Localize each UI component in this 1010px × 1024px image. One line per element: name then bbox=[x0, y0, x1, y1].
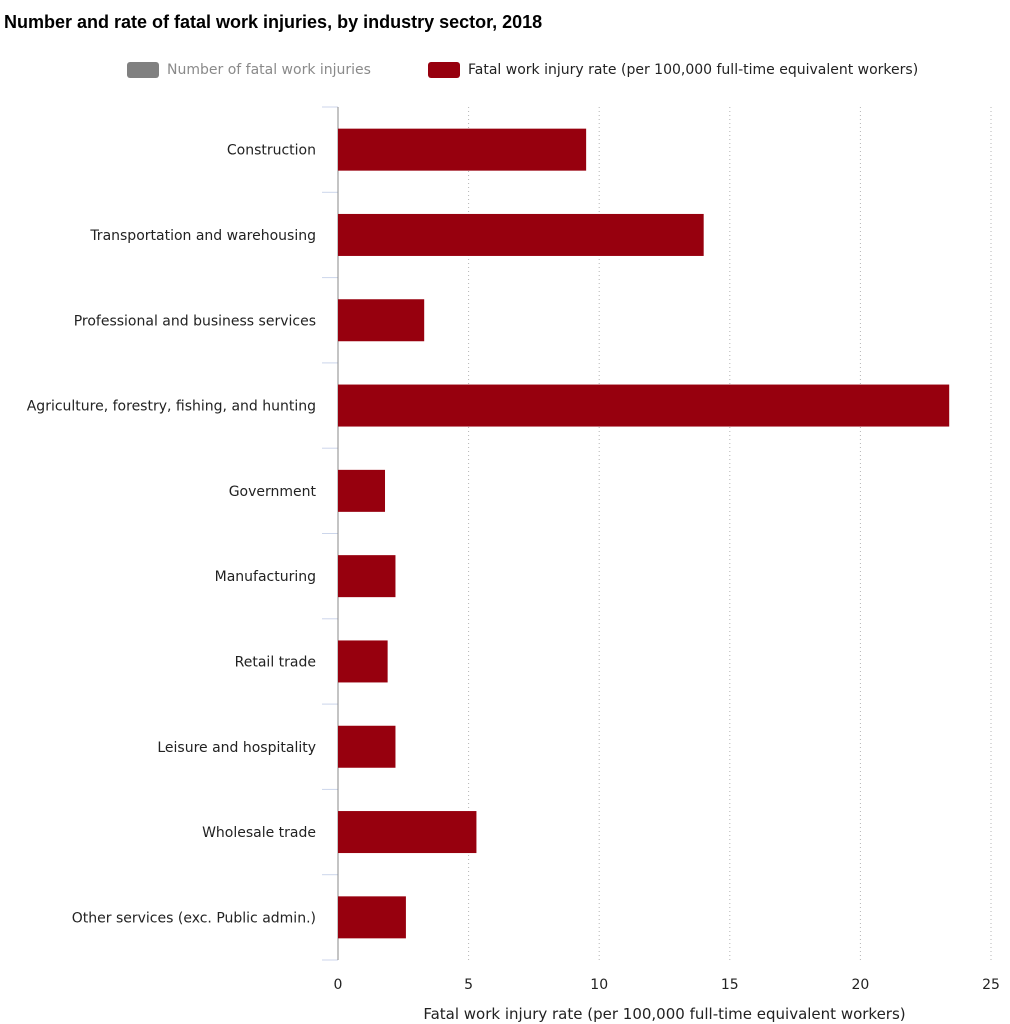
category-label: Other services (exc. Public admin.) bbox=[72, 910, 316, 926]
chart-title: Number and rate of fatal work injuries, … bbox=[4, 12, 543, 32]
bar bbox=[338, 896, 406, 939]
category-label: Manufacturing bbox=[215, 569, 316, 585]
bar bbox=[338, 384, 950, 427]
category-label: Government bbox=[229, 484, 317, 500]
bar bbox=[338, 299, 425, 342]
category-label: Professional and business services bbox=[74, 313, 316, 329]
legend-swatch-rate bbox=[428, 62, 460, 78]
legend-label-number: Number of fatal work injuries bbox=[167, 62, 371, 78]
bar bbox=[338, 469, 386, 512]
x-tick-label: 10 bbox=[590, 977, 608, 993]
category-label: Construction bbox=[227, 143, 316, 159]
bar bbox=[338, 640, 388, 683]
category-label: Retail trade bbox=[235, 654, 316, 670]
legend-label-rate: Fatal work injury rate (per 100,000 full… bbox=[468, 62, 919, 78]
legend-item-number-of-fatal-work-injuries[interactable]: Number of fatal work injuries bbox=[127, 62, 371, 78]
bar bbox=[338, 128, 587, 171]
x-tick-label: 0 bbox=[334, 977, 343, 993]
category-label: Leisure and hospitality bbox=[157, 740, 316, 756]
category-label: Transportation and warehousing bbox=[89, 228, 316, 244]
legend-item-fatal-work-injury-rate[interactable]: Fatal work injury rate (per 100,000 full… bbox=[428, 62, 918, 78]
bar bbox=[338, 555, 396, 598]
x-axis-title: Fatal work injury rate (per 100,000 full… bbox=[423, 1005, 905, 1023]
category-label: Agriculture, forestry, fishing, and hunt… bbox=[27, 399, 316, 415]
x-tick-label: 5 bbox=[464, 977, 473, 993]
bar bbox=[338, 811, 477, 854]
x-tick-label: 20 bbox=[851, 977, 869, 993]
bar bbox=[338, 725, 396, 768]
x-tick-label: 25 bbox=[982, 977, 1000, 993]
category-label: Wholesale trade bbox=[202, 825, 316, 841]
x-tick-label: 15 bbox=[721, 977, 739, 993]
legend-swatch-number bbox=[127, 62, 159, 78]
bar bbox=[338, 213, 704, 256]
